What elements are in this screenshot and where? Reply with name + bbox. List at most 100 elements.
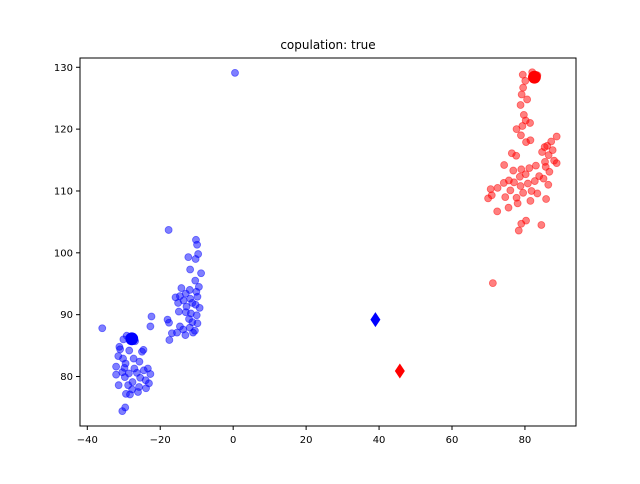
diamond-marker <box>394 363 405 379</box>
data-point <box>493 183 502 192</box>
data-point <box>488 279 497 288</box>
data-point <box>533 189 542 198</box>
y-tick-label: 80 <box>60 372 73 383</box>
data-point <box>513 199 522 208</box>
data-point <box>125 346 134 355</box>
data-point <box>174 299 183 307</box>
data-point <box>98 324 107 333</box>
data-point <box>493 207 502 216</box>
data-points <box>98 68 561 416</box>
data-point <box>544 180 553 189</box>
data-point <box>512 125 521 134</box>
data-point <box>484 194 493 203</box>
data-point <box>189 328 197 337</box>
data-point <box>542 195 550 203</box>
plot-frame <box>79 57 577 427</box>
data-point <box>112 370 121 379</box>
x-tick-label: 80 <box>519 435 532 446</box>
data-point <box>135 357 144 366</box>
data-point <box>165 318 173 327</box>
data-point <box>526 196 535 205</box>
data-point <box>548 146 557 155</box>
centroid-point <box>528 70 541 84</box>
data-point <box>517 131 525 140</box>
data-point <box>139 366 148 375</box>
data-point <box>177 284 186 292</box>
data-point <box>504 203 513 212</box>
data-point <box>192 311 201 320</box>
data-point <box>193 292 202 301</box>
data-point <box>506 186 515 195</box>
diamond-marker <box>370 312 381 328</box>
x-tick-label: 60 <box>446 435 459 446</box>
x-tick-label: 40 <box>373 435 386 446</box>
data-point <box>538 148 546 156</box>
data-point <box>530 177 539 185</box>
x-tick-label: 20 <box>300 435 313 446</box>
data-point <box>500 161 509 169</box>
data-point <box>165 336 174 344</box>
y-axis: 80 90 100 110 120 130 <box>54 63 80 383</box>
data-point <box>181 308 190 317</box>
data-point <box>552 132 561 141</box>
data-point <box>517 219 526 228</box>
data-point <box>501 193 510 202</box>
data-point <box>510 178 518 187</box>
data-point <box>146 322 155 331</box>
data-point <box>231 68 239 77</box>
data-point <box>526 119 534 127</box>
data-point <box>519 83 528 92</box>
y-tick-label: 90 <box>60 310 73 321</box>
data-point <box>531 161 540 170</box>
data-point <box>173 328 181 337</box>
y-tick-label: 120 <box>54 125 73 136</box>
data-point <box>523 95 532 104</box>
data-point <box>174 307 183 316</box>
x-tick-label: −20 <box>150 435 171 446</box>
data-point <box>186 265 195 274</box>
data-point <box>514 226 523 235</box>
data-point <box>509 166 518 175</box>
data-point <box>539 174 548 183</box>
data-point <box>122 389 130 398</box>
data-point <box>114 381 123 390</box>
x-tick-label: 0 <box>230 435 236 446</box>
data-point <box>516 101 525 109</box>
data-point <box>146 370 155 378</box>
chart-title: copulation: true <box>280 38 375 52</box>
data-point <box>552 159 561 168</box>
data-point <box>519 188 528 197</box>
data-point <box>193 240 201 249</box>
x-axis: −40 −20 0 20 40 60 80 <box>77 426 532 446</box>
data-point <box>193 319 202 328</box>
y-tick-label: 130 <box>54 63 73 74</box>
y-tick-label: 100 <box>54 248 73 259</box>
data-point <box>195 303 204 312</box>
data-point <box>545 167 554 176</box>
data-point <box>525 164 534 172</box>
data-point <box>164 226 173 234</box>
data-point <box>523 179 532 188</box>
data-point <box>191 276 200 285</box>
data-point <box>522 138 530 147</box>
centroid-point <box>125 332 139 346</box>
data-point <box>147 312 156 321</box>
data-point <box>134 388 142 396</box>
data-point <box>142 384 150 393</box>
data-point <box>118 407 127 416</box>
data-point <box>517 165 526 174</box>
data-point <box>516 182 525 190</box>
data-point <box>517 90 526 99</box>
data-point <box>544 151 553 160</box>
data-point <box>537 221 546 229</box>
data-point <box>184 253 193 262</box>
data-point <box>116 345 125 354</box>
data-point <box>138 347 146 356</box>
data-point <box>499 179 508 187</box>
data-point <box>181 331 190 339</box>
data-point <box>197 269 205 278</box>
y-tick-label: 110 <box>54 186 73 197</box>
data-point <box>521 76 530 85</box>
